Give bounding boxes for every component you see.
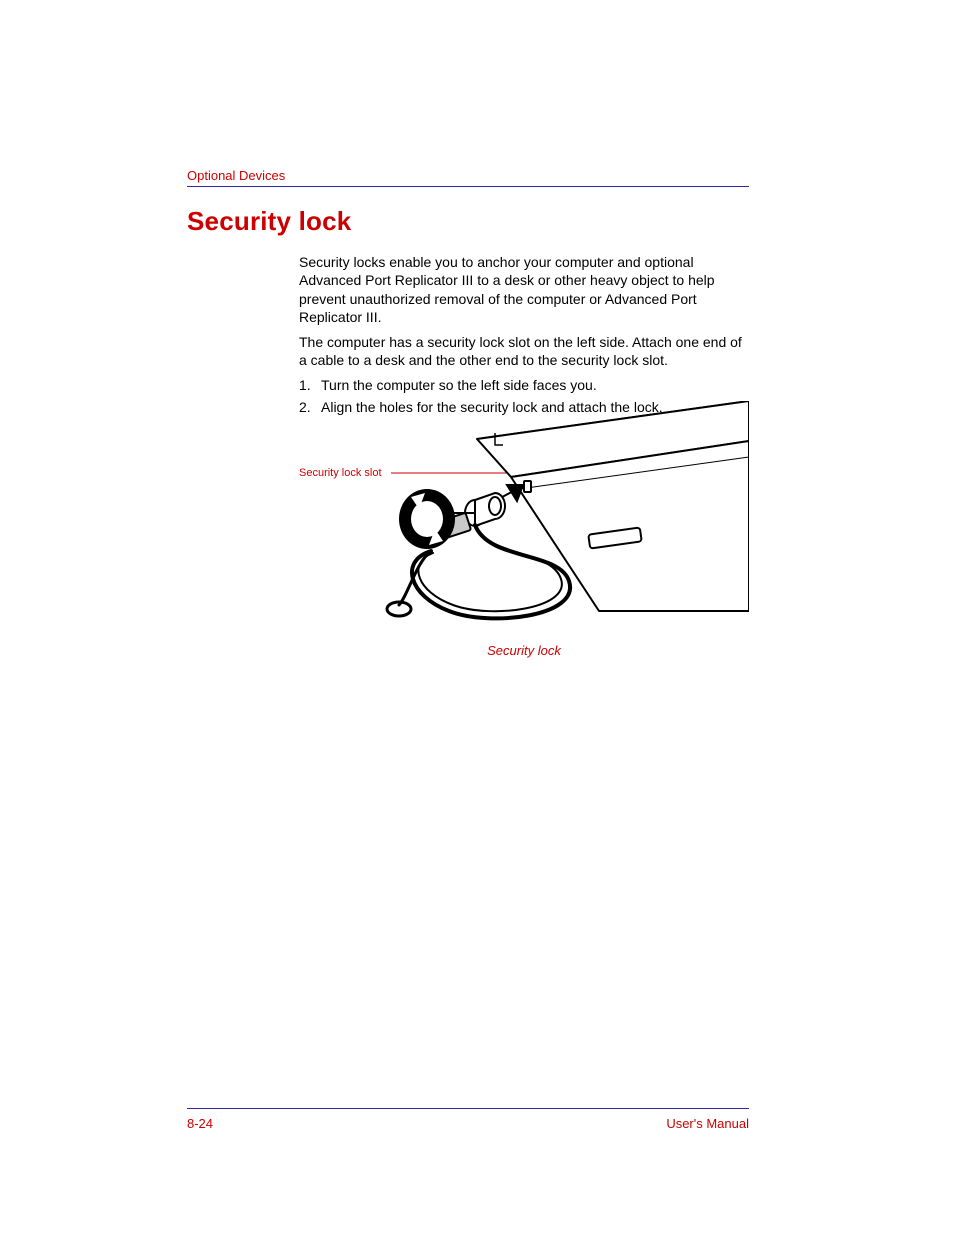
paragraph-1: Security locks enable you to anchor your…: [299, 253, 749, 327]
header-section-label: Optional Devices: [187, 168, 285, 183]
body-text: Security locks enable you to anchor your…: [299, 253, 749, 421]
paragraph-2: The computer has a security lock slot on…: [299, 333, 749, 370]
list-item: 1. Turn the computer so the left side fa…: [299, 376, 749, 394]
list-text: Turn the computer so the left side faces…: [321, 376, 749, 394]
page: Optional Devices Security lock Security …: [0, 0, 954, 1235]
header-rule: [187, 186, 749, 187]
footer-manual-label: User's Manual: [666, 1116, 749, 1131]
section-title: Security lock: [187, 206, 351, 237]
security-lock-illustration: [299, 401, 749, 631]
figure: Security lock slot: [299, 401, 749, 631]
list-number: 1.: [299, 376, 321, 394]
figure-caption: Security lock: [299, 643, 749, 658]
figure-callout-label: Security lock slot: [299, 467, 382, 479]
footer-page-number: 8-24: [187, 1116, 213, 1131]
footer-rule: [187, 1108, 749, 1109]
